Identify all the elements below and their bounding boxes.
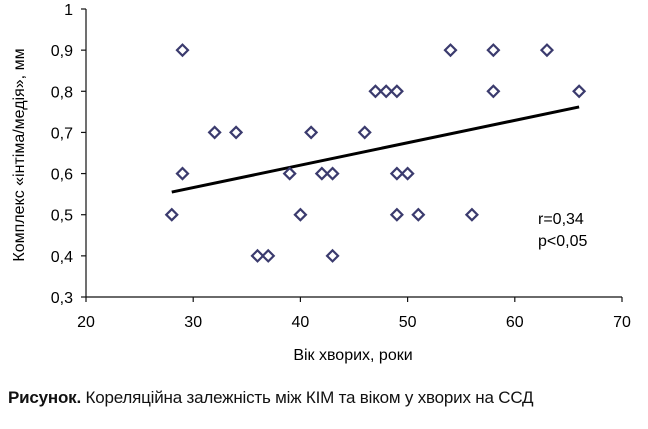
data-point [207, 125, 222, 140]
data-point [357, 125, 372, 140]
data-point [304, 125, 319, 140]
data-point [325, 166, 340, 181]
correlation-annotation: r=0,34 [538, 211, 584, 228]
y-tick-label: 0,4 [51, 249, 73, 266]
data-point [314, 166, 329, 181]
caption-label: Рисунок. [8, 388, 81, 407]
data-point [325, 248, 340, 263]
data-point [250, 248, 265, 263]
data-point [175, 43, 190, 58]
x-tick-label: 70 [613, 314, 631, 331]
x-tick-label: 20 [77, 314, 95, 331]
data-point [379, 84, 394, 99]
figure-caption: Рисунок. Кореляційна залежність між КІМ … [8, 388, 534, 408]
p-value-annotation: p<0,05 [538, 233, 587, 250]
x-tick-label: 30 [184, 314, 202, 331]
data-point [164, 207, 179, 222]
data-point [464, 207, 479, 222]
data-point [400, 166, 415, 181]
x-axis-label: Вік хворих, роки [293, 347, 412, 364]
data-point [572, 84, 587, 99]
data-point [443, 43, 458, 58]
y-tick-label: 0,7 [51, 125, 73, 142]
data-point [368, 84, 383, 99]
data-point [411, 207, 426, 222]
x-tick-label: 40 [292, 314, 310, 331]
scatter-chart: 0,3 0,4 0,5 0,6 0,7 0,8 0,9 1 20 30 40 50 60 70 Вік х… [11, 2, 631, 364]
y-axis-label: Комплекс «інтіма/медія», мм [11, 48, 28, 261]
y-tick-label: 0,3 [51, 290, 73, 307]
data-point [389, 84, 404, 99]
data-point [282, 166, 297, 181]
y-tick-label: 0,9 [51, 43, 73, 60]
x-tick-label: 50 [399, 314, 417, 331]
data-point [486, 84, 501, 99]
data-point [261, 248, 276, 263]
x-tick-label: 60 [506, 314, 524, 331]
data-point [389, 166, 404, 181]
data-point [175, 166, 190, 181]
data-point [486, 43, 501, 58]
y-tick-label: 0,6 [51, 167, 73, 184]
data-point [539, 43, 555, 58]
data-point [293, 207, 308, 222]
data-point [229, 125, 244, 140]
caption-text: Кореляційна залежність між КІМ та віком … [80, 388, 534, 407]
y-tick-label: 0,8 [51, 84, 73, 101]
y-tick-label: 1 [64, 2, 73, 19]
data-point [389, 207, 404, 222]
trend-line [171, 105, 580, 194]
y-tick-label: 0,5 [51, 208, 73, 225]
plot-area: 0,3 0,4 0,5 0,6 0,7 0,8 0,9 1 20 30 40 50 60 70 [51, 2, 631, 331]
